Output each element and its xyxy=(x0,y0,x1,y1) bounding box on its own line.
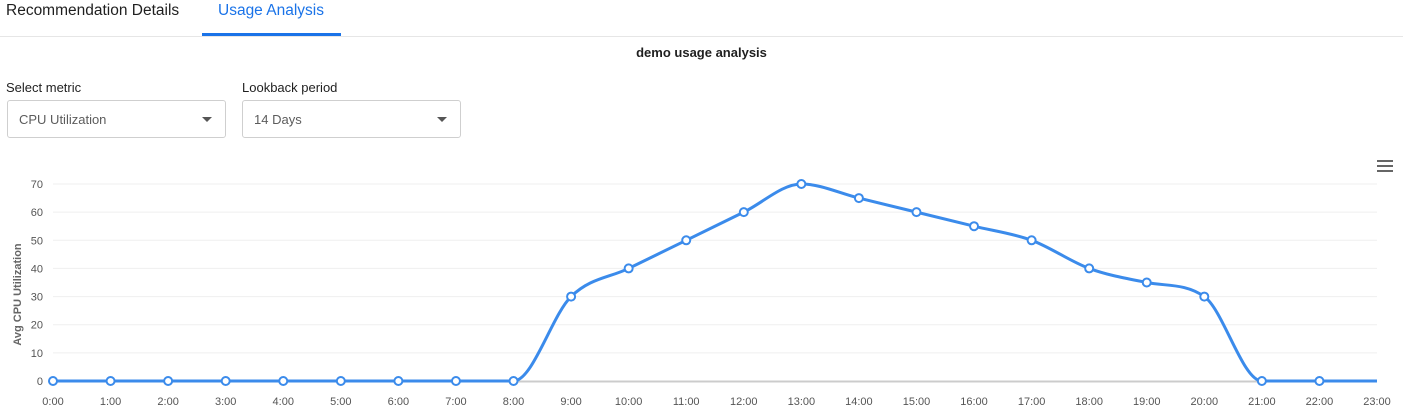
caret-down-icon xyxy=(202,117,212,122)
data-point xyxy=(105,376,116,386)
data-point xyxy=(911,207,922,218)
caret-down-icon xyxy=(437,117,447,122)
x-tick-label: 6:00 xyxy=(388,396,409,408)
tab-bar: Recommendation Details Usage Analysis xyxy=(0,0,1403,37)
x-tick-label: 17:00 xyxy=(1018,396,1046,408)
x-tick-label: 14:00 xyxy=(845,396,873,408)
x-tick-label: 21:00 xyxy=(1248,396,1276,408)
y-axis-label: Avg CPU Utilization xyxy=(12,243,24,346)
data-point xyxy=(1141,277,1152,288)
metric-select[interactable]: CPU Utilization xyxy=(7,100,226,138)
x-tick-label: 13:00 xyxy=(788,396,816,408)
data-point xyxy=(450,376,461,386)
tab-recommendation-details[interactable]: Recommendation Details xyxy=(6,2,180,19)
x-tick-label: 20:00 xyxy=(1191,396,1219,408)
x-tick-label: 0:00 xyxy=(42,396,63,408)
data-point xyxy=(969,221,980,232)
y-tick-label: 50 xyxy=(31,235,43,247)
data-point xyxy=(278,376,289,386)
active-tab-indicator xyxy=(202,33,341,36)
y-tick-label: 10 xyxy=(31,348,43,360)
data-point xyxy=(48,376,58,386)
x-tick-label: 9:00 xyxy=(560,396,581,408)
x-tick-label: 1:00 xyxy=(100,396,121,408)
lookback-select[interactable]: 14 Days xyxy=(242,100,461,138)
page-title: demo usage analysis xyxy=(636,45,767,60)
y-tick-label: 60 xyxy=(31,207,43,219)
x-tick-label: 15:00 xyxy=(903,396,931,408)
data-point xyxy=(1199,291,1210,302)
x-tick-label: 23:00 xyxy=(1363,396,1391,408)
x-tick-label: 3:00 xyxy=(215,396,236,408)
x-tick-label: 16:00 xyxy=(960,396,988,408)
x-tick-label: 18:00 xyxy=(1075,396,1103,408)
data-point xyxy=(1026,235,1037,246)
data-point xyxy=(623,263,634,274)
lookback-select-label: Lookback period xyxy=(242,80,338,95)
data-point xyxy=(335,376,346,386)
x-tick-label: 5:00 xyxy=(330,396,351,408)
data-point xyxy=(220,376,231,386)
x-tick-label: 7:00 xyxy=(445,396,466,408)
metric-select-value: CPU Utilization xyxy=(19,112,107,127)
data-point xyxy=(1256,376,1267,386)
tab-usage-analysis[interactable]: Usage Analysis xyxy=(218,2,324,19)
y-tick-label: 20 xyxy=(31,320,43,332)
x-tick-label: 11:00 xyxy=(673,396,700,408)
data-point xyxy=(796,179,807,189)
x-tick-label: 10:00 xyxy=(615,396,643,408)
data-point xyxy=(681,235,692,246)
y-tick-label: 0 xyxy=(37,376,43,388)
x-tick-label: 22:00 xyxy=(1306,396,1334,408)
series-line xyxy=(53,182,1377,383)
usage-line-chart: 0 10 20 30 40 50 60 70 0:00 1:00 2:00 3:00 4:00 5:00 6… xyxy=(12,179,1391,408)
metric-select-label: Select metric xyxy=(6,80,82,95)
x-tick-label: 19:00 xyxy=(1133,396,1161,408)
data-point xyxy=(566,291,577,302)
x-tick-label: 12:00 xyxy=(730,396,758,408)
x-tick-label: 2:00 xyxy=(157,396,178,408)
y-tick-label: 70 xyxy=(31,179,43,191)
hamburger-menu-icon[interactable] xyxy=(1377,159,1394,173)
data-point xyxy=(738,207,749,218)
x-tick-label: 8:00 xyxy=(503,396,524,408)
y-tick-label: 40 xyxy=(31,263,43,275)
y-tick-label: 30 xyxy=(31,292,43,304)
data-point xyxy=(1314,376,1325,386)
lookback-select-value: 14 Days xyxy=(254,112,302,127)
data-point xyxy=(1084,263,1095,274)
data-point xyxy=(393,376,404,386)
data-point xyxy=(508,376,519,386)
x-tick-label: 4:00 xyxy=(273,396,294,408)
data-point xyxy=(163,376,174,386)
data-point xyxy=(853,193,864,204)
